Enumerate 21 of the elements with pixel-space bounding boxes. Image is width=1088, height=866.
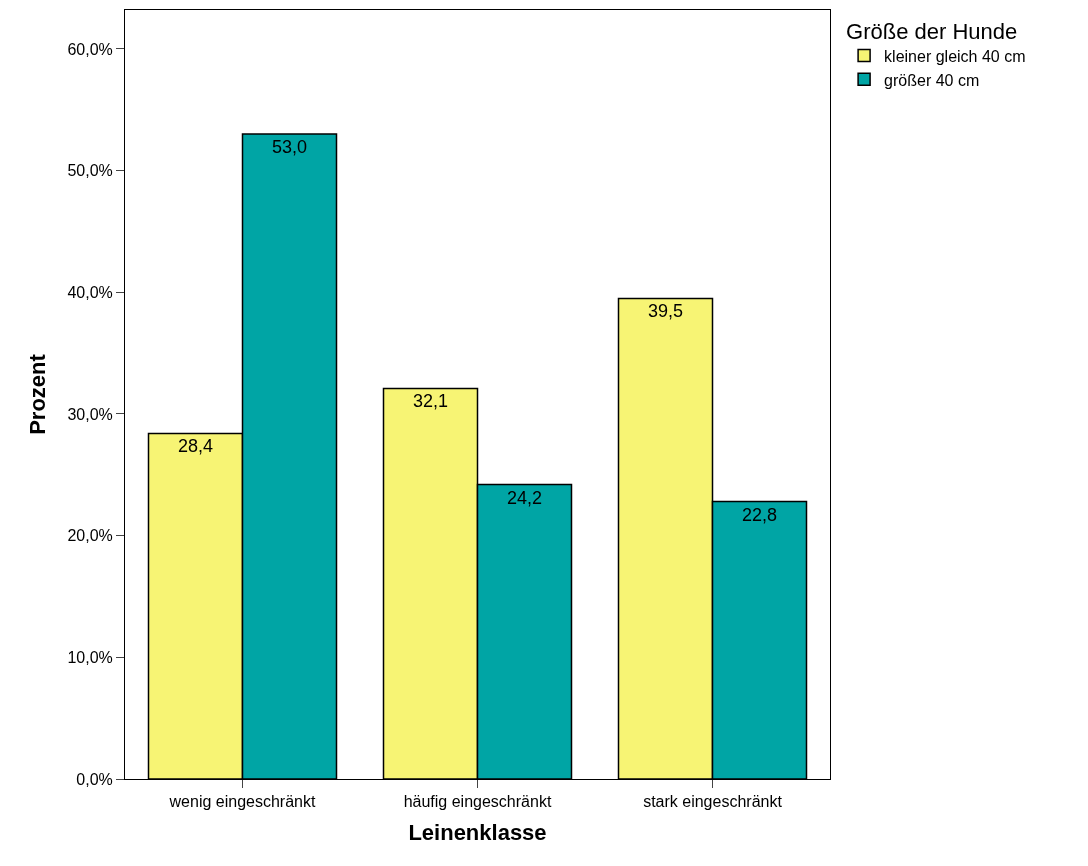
legend-title: Größe der Hunde bbox=[846, 18, 1018, 44]
x-tick-label: stark eingeschränkt bbox=[643, 793, 783, 811]
legend-label: größer 40 cm bbox=[884, 71, 980, 89]
legend-label: kleiner gleich 40 cm bbox=[884, 47, 1026, 65]
y-axis-title: Prozent bbox=[25, 353, 51, 435]
x-tick-label: wenig eingeschränkt bbox=[168, 793, 316, 811]
data-label: 53,0 bbox=[271, 137, 308, 158]
y-tick-label: 50,0% bbox=[67, 162, 113, 180]
y-tick-label: 60,0% bbox=[67, 40, 113, 58]
x-axis-title: Leinenklasse bbox=[408, 820, 547, 846]
x-tick-label: häufig eingeschränkt bbox=[403, 793, 552, 811]
data-label: 24,2 bbox=[506, 487, 543, 508]
data-label: 32,1 bbox=[412, 391, 449, 412]
y-tick-label: 0,0% bbox=[76, 770, 113, 788]
data-label: 39,5 bbox=[647, 301, 684, 322]
data-label: 28,4 bbox=[177, 436, 214, 457]
data-label: 22,8 bbox=[741, 504, 778, 525]
y-tick-label: 40,0% bbox=[67, 283, 113, 301]
y-tick-label: 30,0% bbox=[67, 405, 113, 423]
y-tick-label: 20,0% bbox=[67, 527, 113, 545]
y-tick-label: 10,0% bbox=[67, 648, 113, 666]
